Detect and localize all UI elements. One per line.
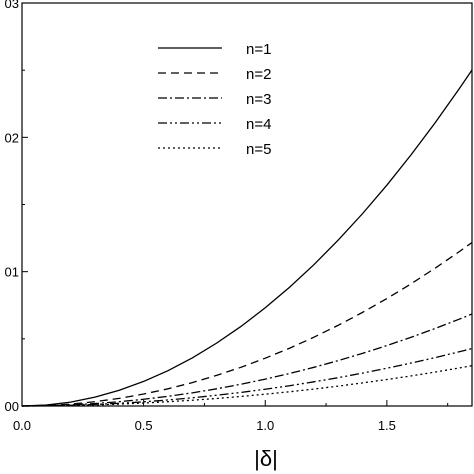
legend-label: n=3 (246, 91, 271, 108)
x-tick-label: 1.5 (378, 418, 396, 433)
legend-label: n=1 (246, 41, 271, 58)
series-line-n=3 (21, 313, 473, 407)
y-tick-label: 01 (5, 265, 19, 280)
plot-frame (21, 2, 473, 407)
series-line-n=5 (21, 365, 473, 407)
y-tick-label: 03 (5, 0, 19, 11)
y-axis: 00 01 02 03 (5, 0, 28, 414)
y-tick-label: 02 (5, 130, 19, 145)
series-line-n=1 (21, 69, 473, 407)
legend-label: n=2 (246, 66, 271, 83)
legend-label: n=4 (246, 116, 271, 133)
x-axis-title: |δ| (254, 446, 278, 471)
legend-label: n=5 (246, 141, 271, 158)
legend: n=1 n=2 n=3 n=4 n=5 (158, 41, 271, 158)
x-tick-label: 0.5 (135, 418, 153, 433)
x-axis: 0.0 0.5 1.0 1.5 (13, 400, 449, 433)
x-tick-label: 1.0 (256, 418, 274, 433)
x-tick-label: 0.0 (13, 418, 31, 433)
series-line-n=2 (21, 241, 473, 407)
y-tick-label: 00 (5, 399, 19, 414)
series-lines (21, 69, 473, 407)
series-line-n=4 (21, 347, 473, 407)
